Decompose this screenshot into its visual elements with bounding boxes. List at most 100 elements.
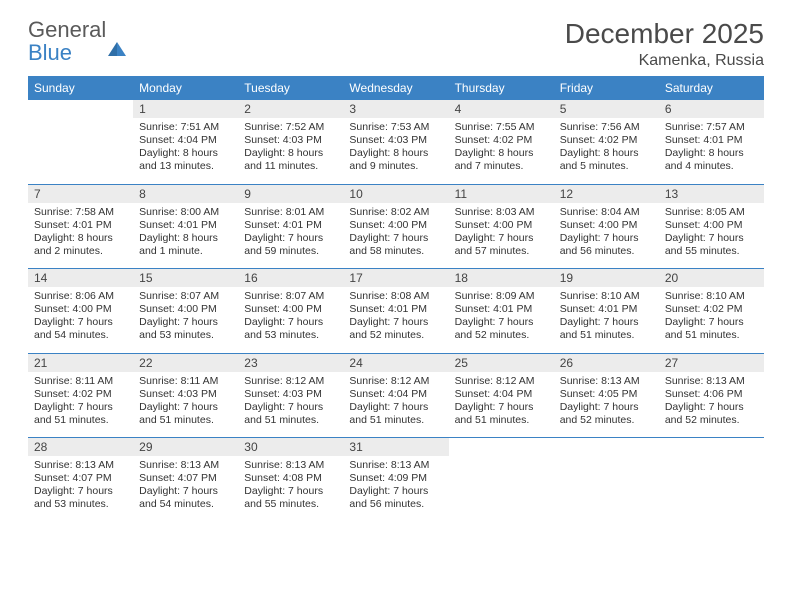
sunset-text: Sunset: 4:04 PM [455, 388, 548, 401]
daylight-text: Daylight: 7 hours and 56 minutes. [560, 232, 653, 258]
day-detail-cell [659, 456, 764, 522]
daylight-text: Daylight: 8 hours and 4 minutes. [665, 147, 758, 173]
day-number-cell: 8 [133, 185, 238, 203]
sunset-text: Sunset: 4:03 PM [139, 388, 232, 401]
day-detail-cell: Sunrise: 7:57 AMSunset: 4:01 PMDaylight:… [659, 118, 764, 184]
location-subtitle: Kamenka, Russia [565, 52, 764, 70]
sunset-text: Sunset: 4:00 PM [244, 303, 337, 316]
sunrise-text: Sunrise: 8:12 AM [455, 375, 548, 388]
logo-mark-icon [108, 17, 117, 56]
sunset-text: Sunset: 4:02 PM [560, 134, 653, 147]
day-number-cell: 3 [343, 100, 448, 118]
daylight-text: Daylight: 7 hours and 51 minutes. [34, 401, 127, 427]
sunrise-text: Sunrise: 8:13 AM [34, 459, 127, 472]
day-number-cell: 26 [554, 354, 659, 372]
daylight-text: Daylight: 7 hours and 53 minutes. [139, 316, 232, 342]
daylight-text: Daylight: 7 hours and 52 minutes. [455, 316, 548, 342]
sunrise-text: Sunrise: 8:06 AM [34, 290, 127, 303]
day-detail-row: Sunrise: 8:13 AMSunset: 4:07 PMDaylight:… [28, 456, 764, 522]
weekday-header-row: Sunday Monday Tuesday Wednesday Thursday… [28, 76, 764, 100]
day-number-cell [449, 438, 554, 456]
sunset-text: Sunset: 4:02 PM [665, 303, 758, 316]
sunrise-text: Sunrise: 8:07 AM [139, 290, 232, 303]
daylight-text: Daylight: 7 hours and 59 minutes. [244, 232, 337, 258]
day-number-cell: 20 [659, 269, 764, 287]
day-number-row: 21222324252627 [28, 354, 764, 372]
daylight-text: Daylight: 7 hours and 58 minutes. [349, 232, 442, 258]
day-number-cell: 16 [238, 269, 343, 287]
day-detail-cell: Sunrise: 8:00 AMSunset: 4:01 PMDaylight:… [133, 203, 238, 269]
sunrise-text: Sunrise: 8:13 AM [139, 459, 232, 472]
day-detail-cell: Sunrise: 7:52 AMSunset: 4:03 PMDaylight:… [238, 118, 343, 184]
sunrise-text: Sunrise: 7:56 AM [560, 121, 653, 134]
day-detail-cell: Sunrise: 8:12 AMSunset: 4:04 PMDaylight:… [343, 372, 448, 438]
daylight-text: Daylight: 7 hours and 55 minutes. [244, 485, 337, 511]
day-number-cell: 11 [449, 185, 554, 203]
day-detail-cell: Sunrise: 8:12 AMSunset: 4:04 PMDaylight:… [449, 372, 554, 438]
day-number-cell: 23 [238, 354, 343, 372]
day-number-cell: 14 [28, 269, 133, 287]
logo-mark-icon [117, 17, 126, 56]
sunset-text: Sunset: 4:03 PM [349, 134, 442, 147]
weekday-header: Monday [133, 76, 238, 100]
weekday-header: Saturday [659, 76, 764, 100]
sunset-text: Sunset: 4:01 PM [349, 303, 442, 316]
sunset-text: Sunset: 4:01 PM [139, 219, 232, 232]
day-number-row: 78910111213 [28, 185, 764, 203]
daylight-text: Daylight: 7 hours and 51 minutes. [665, 316, 758, 342]
sunset-text: Sunset: 4:00 PM [139, 303, 232, 316]
sunrise-text: Sunrise: 8:07 AM [244, 290, 337, 303]
day-detail-cell: Sunrise: 8:13 AMSunset: 4:07 PMDaylight:… [133, 456, 238, 522]
day-number-cell: 1 [133, 100, 238, 118]
day-number-cell: 31 [343, 438, 448, 456]
sunset-text: Sunset: 4:04 PM [349, 388, 442, 401]
day-detail-cell: Sunrise: 8:13 AMSunset: 4:09 PMDaylight:… [343, 456, 448, 522]
daylight-text: Daylight: 7 hours and 51 minutes. [560, 316, 653, 342]
day-detail-cell: Sunrise: 8:01 AMSunset: 4:01 PMDaylight:… [238, 203, 343, 269]
logo: General Blue [28, 18, 126, 64]
daylight-text: Daylight: 8 hours and 9 minutes. [349, 147, 442, 173]
logo-part2: Blue [28, 40, 72, 65]
day-detail-cell: Sunrise: 8:04 AMSunset: 4:00 PMDaylight:… [554, 203, 659, 269]
sunset-text: Sunset: 4:01 PM [455, 303, 548, 316]
day-detail-cell [28, 118, 133, 184]
day-number-cell [28, 100, 133, 118]
sunset-text: Sunset: 4:00 PM [349, 219, 442, 232]
sunset-text: Sunset: 4:00 PM [34, 303, 127, 316]
day-number-cell: 6 [659, 100, 764, 118]
logo-text: General Blue [28, 18, 126, 64]
day-number-cell: 7 [28, 185, 133, 203]
daylight-text: Daylight: 7 hours and 52 minutes. [349, 316, 442, 342]
sunrise-text: Sunrise: 7:55 AM [455, 121, 548, 134]
daylight-text: Daylight: 7 hours and 55 minutes. [665, 232, 758, 258]
day-number-cell: 30 [238, 438, 343, 456]
day-detail-cell: Sunrise: 8:12 AMSunset: 4:03 PMDaylight:… [238, 372, 343, 438]
sunrise-text: Sunrise: 8:01 AM [244, 206, 337, 219]
day-number-cell: 9 [238, 185, 343, 203]
day-number-cell: 18 [449, 269, 554, 287]
day-number-cell [554, 438, 659, 456]
sunrise-text: Sunrise: 8:13 AM [665, 375, 758, 388]
logo-part1: General [28, 17, 106, 42]
sunset-text: Sunset: 4:01 PM [34, 219, 127, 232]
sunrise-text: Sunrise: 8:10 AM [560, 290, 653, 303]
daylight-text: Daylight: 8 hours and 5 minutes. [560, 147, 653, 173]
day-detail-cell: Sunrise: 8:07 AMSunset: 4:00 PMDaylight:… [238, 287, 343, 353]
sunrise-text: Sunrise: 8:11 AM [139, 375, 232, 388]
sunrise-text: Sunrise: 8:10 AM [665, 290, 758, 303]
calendar-body: 123456Sunrise: 7:51 AMSunset: 4:04 PMDay… [28, 100, 764, 522]
daylight-text: Daylight: 7 hours and 51 minutes. [349, 401, 442, 427]
day-number-cell: 25 [449, 354, 554, 372]
sunrise-text: Sunrise: 8:00 AM [139, 206, 232, 219]
day-number-cell: 27 [659, 354, 764, 372]
day-number-cell: 28 [28, 438, 133, 456]
daylight-text: Daylight: 7 hours and 51 minutes. [139, 401, 232, 427]
day-detail-cell: Sunrise: 8:13 AMSunset: 4:06 PMDaylight:… [659, 372, 764, 438]
day-number-cell: 5 [554, 100, 659, 118]
daylight-text: Daylight: 7 hours and 54 minutes. [34, 316, 127, 342]
sunset-text: Sunset: 4:07 PM [139, 472, 232, 485]
day-detail-cell: Sunrise: 8:05 AMSunset: 4:00 PMDaylight:… [659, 203, 764, 269]
sunset-text: Sunset: 4:08 PM [244, 472, 337, 485]
sunset-text: Sunset: 4:02 PM [34, 388, 127, 401]
day-number-cell: 29 [133, 438, 238, 456]
